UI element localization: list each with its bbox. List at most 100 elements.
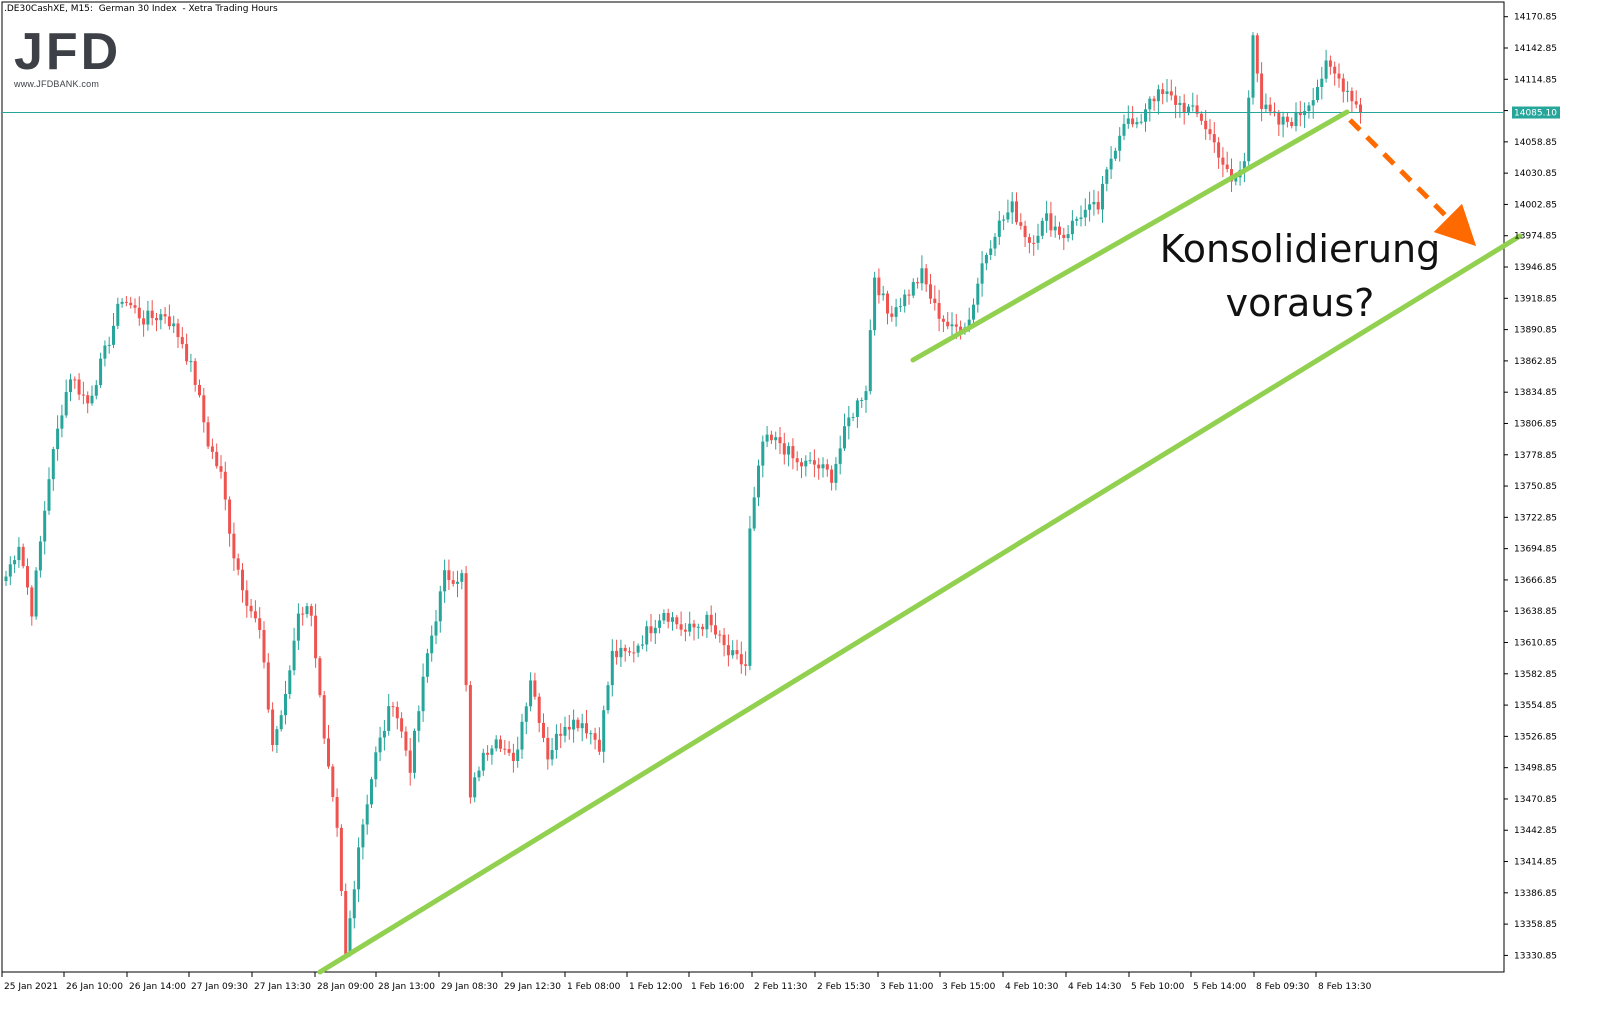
x-tick-label: 25 Jan 2021 xyxy=(4,982,58,992)
candle-body xyxy=(499,739,502,749)
candle-body xyxy=(456,581,459,584)
candle-body xyxy=(679,624,683,630)
candle-body xyxy=(262,629,266,663)
candle-body xyxy=(13,560,17,565)
candle-body xyxy=(301,613,305,615)
x-tick-label: 2 Feb 11:30 xyxy=(754,982,808,992)
symbol-label: .DE30CashXE, M15: xyxy=(4,4,93,14)
candle-body xyxy=(1251,35,1255,98)
candle-body xyxy=(51,449,55,480)
candle-body xyxy=(241,569,244,591)
candle-body xyxy=(1359,104,1362,113)
candle-body xyxy=(305,606,309,615)
candle-body xyxy=(542,722,545,738)
candle-body xyxy=(636,645,640,653)
candle-body xyxy=(1101,183,1104,210)
candle-body xyxy=(860,399,864,401)
candle-body xyxy=(864,391,868,400)
candle-body xyxy=(946,321,950,327)
candle-body xyxy=(554,733,558,751)
candle-body xyxy=(1131,118,1135,125)
x-tick-label: 27 Jan 13:30 xyxy=(254,982,311,992)
candle-body xyxy=(348,918,352,955)
x-tick-label: 8 Feb 13:30 xyxy=(1318,982,1372,992)
candle-body xyxy=(662,612,666,621)
candle-body xyxy=(361,824,365,848)
candle-body xyxy=(21,546,25,567)
candle-body xyxy=(266,662,270,710)
y-tick-label: 13890.85 xyxy=(1514,326,1557,336)
candle-body xyxy=(309,606,313,616)
overlays-layer xyxy=(2,109,1523,975)
candle-body xyxy=(206,422,210,447)
candle-body xyxy=(215,451,219,467)
x-tick-label: 28 Jan 13:00 xyxy=(378,982,435,992)
candle-body xyxy=(585,723,588,734)
candle-body xyxy=(103,345,107,359)
candle-body xyxy=(929,284,932,299)
y-tick-label: 13666.85 xyxy=(1514,576,1557,586)
candle-body xyxy=(731,650,735,656)
candle-body xyxy=(189,361,193,363)
candle-body xyxy=(722,634,726,646)
candle-body xyxy=(438,591,442,622)
x-tick-label: 26 Jan 10:00 xyxy=(66,982,123,992)
candle-body xyxy=(593,733,597,740)
candle-body xyxy=(851,416,855,418)
candle-body xyxy=(421,676,425,712)
candle-body xyxy=(1036,235,1040,243)
x-tick-label: 1 Feb 12:00 xyxy=(629,982,683,992)
candle-body xyxy=(387,706,391,731)
candle-body xyxy=(795,458,799,463)
candle-body xyxy=(589,733,593,735)
plot-frame xyxy=(1,1,1505,973)
candle-body xyxy=(1105,169,1109,184)
candle-body xyxy=(1066,234,1070,238)
x-tick-label: 5 Feb 14:00 xyxy=(1193,982,1247,992)
candle-body xyxy=(550,750,554,760)
candle-body xyxy=(318,658,322,696)
y-tick-label: 13386.85 xyxy=(1514,889,1557,899)
candle-body xyxy=(1303,110,1307,116)
candle-body xyxy=(877,277,881,296)
candle-body xyxy=(232,533,236,559)
short-trendline xyxy=(910,109,1350,363)
candle-body xyxy=(907,294,911,296)
candle-body xyxy=(43,510,47,542)
candle-body xyxy=(537,696,541,723)
candle-body xyxy=(610,650,614,686)
candle-body xyxy=(701,626,705,630)
candle-body xyxy=(64,392,68,416)
candle-body xyxy=(1187,106,1190,113)
candle-body xyxy=(800,462,803,467)
candle-body xyxy=(980,263,984,284)
candle-body xyxy=(404,731,408,751)
candle-body xyxy=(271,709,275,745)
candle-body xyxy=(417,711,421,731)
candle-body xyxy=(847,417,851,427)
y-tick-label: 13750.85 xyxy=(1514,482,1557,492)
candle-body xyxy=(1040,220,1044,236)
candle-body xyxy=(765,434,769,442)
y-tick-label: 13414.85 xyxy=(1514,858,1557,868)
candle-body xyxy=(460,573,464,582)
candle-body xyxy=(950,324,954,327)
y-tick-label: 13330.85 xyxy=(1514,951,1557,961)
candle-body xyxy=(69,379,72,393)
candle-body xyxy=(1165,91,1169,95)
candle-body xyxy=(391,706,395,708)
candle-body xyxy=(34,570,38,617)
y-tick-label: 13974.85 xyxy=(1514,232,1557,242)
candle-body xyxy=(602,710,606,752)
candle-body xyxy=(1337,73,1341,79)
y-tick-label: 13358.85 xyxy=(1514,920,1557,930)
x-tick-label: 3 Feb 15:00 xyxy=(942,982,996,992)
candle-body xyxy=(804,460,808,467)
candle-body xyxy=(559,733,563,736)
current-price-label: 14085.10 xyxy=(1514,109,1557,119)
candle-body xyxy=(1341,78,1345,92)
candle-body xyxy=(933,298,937,304)
candle-body xyxy=(503,748,507,750)
